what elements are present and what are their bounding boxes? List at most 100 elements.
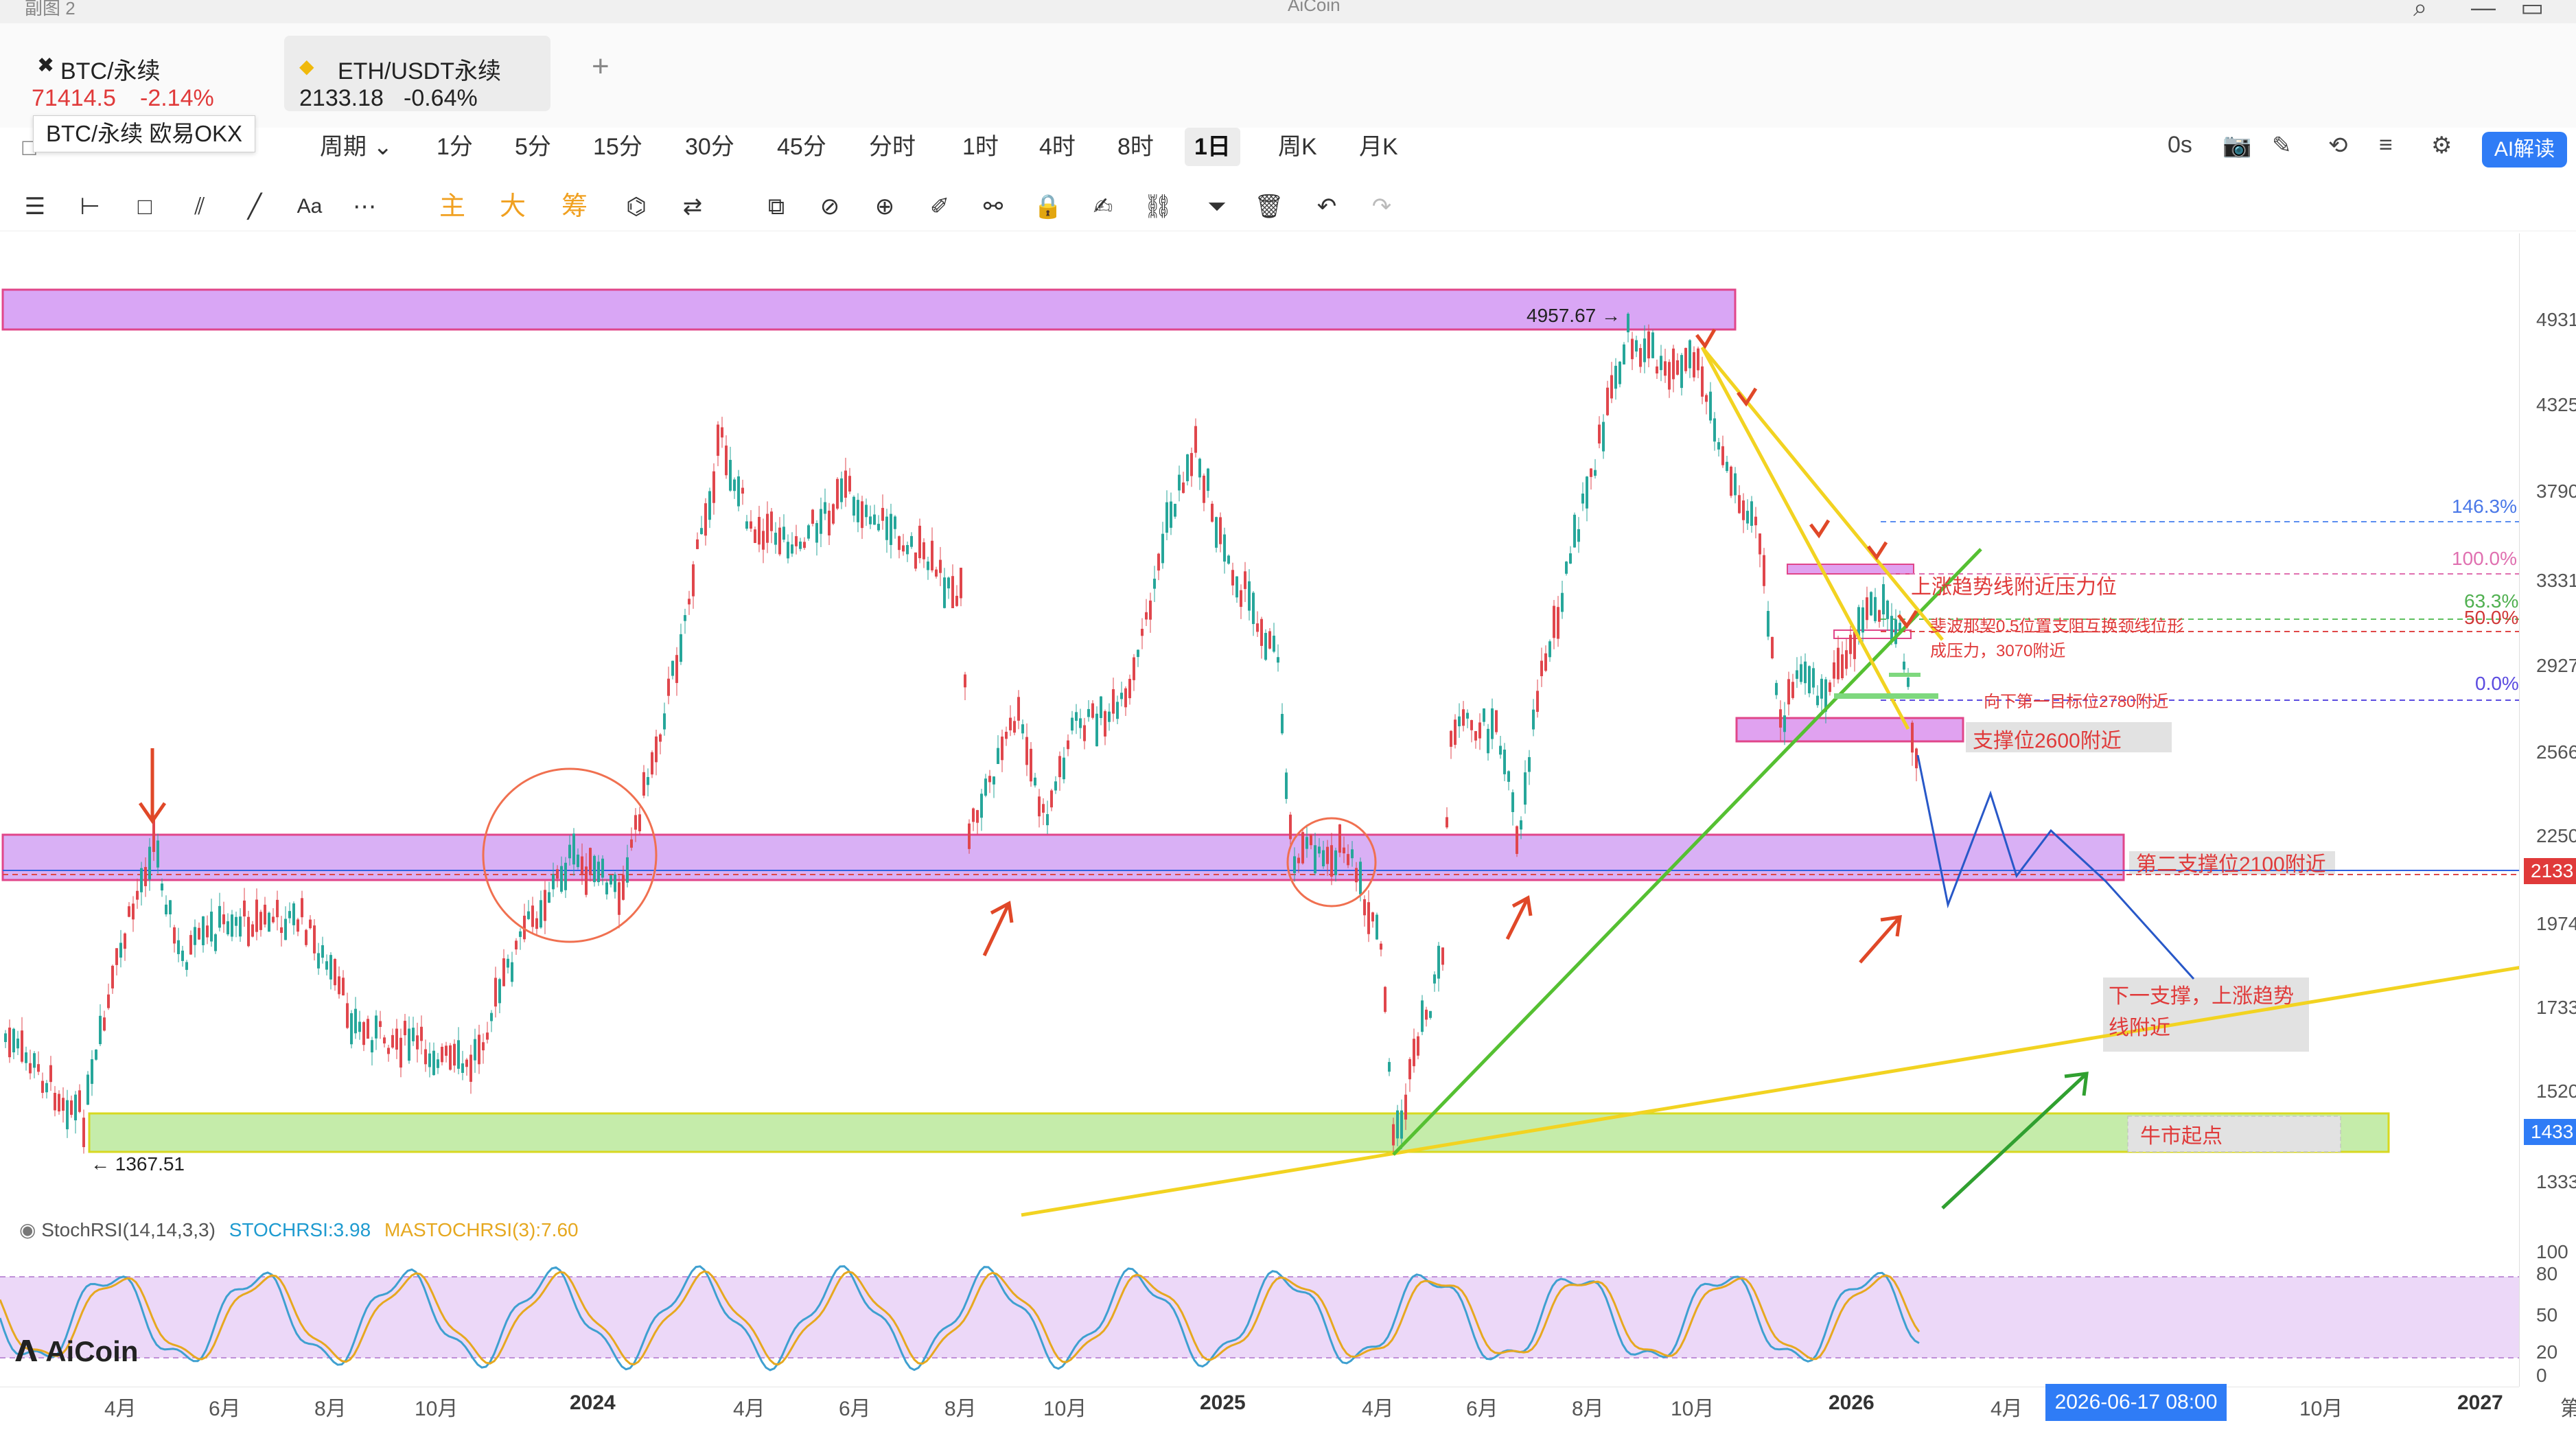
ruler-icon[interactable]: ⊘ — [820, 194, 840, 220]
zoom-icon[interactable]: ⊕ — [874, 194, 895, 220]
candle — [1264, 633, 1267, 660]
redo-icon[interactable]: ↷ — [1371, 194, 1392, 220]
x-tick: 10月 — [1043, 1398, 1087, 1420]
parallel-channel-icon[interactable]: ⫽ — [194, 194, 205, 220]
lock-icon[interactable]: 🔒 — [1033, 194, 1063, 220]
crosshair-price-badge: 1433 — [2524, 1119, 2576, 1145]
interval-45m[interactable]: 45分 — [777, 134, 826, 160]
candle — [1754, 516, 1757, 526]
rectangle-icon[interactable]: □ — [137, 194, 152, 220]
candlestick-chart[interactable] — [0, 233, 2519, 1270]
tab-eth-price: 2133.18 — [299, 85, 384, 111]
x-tick: 10月 — [2299, 1398, 2343, 1420]
uptrend-line-green — [1392, 548, 1982, 1156]
candle — [1573, 514, 1576, 548]
candle — [1532, 709, 1535, 730]
candle — [560, 866, 563, 892]
interval-1d[interactable]: 1日 — [1185, 128, 1240, 166]
tab-eth[interactable]: ◆ ETH/USDT永续 2133.18 -0.64% — [284, 36, 550, 111]
interval-timeshare[interactable]: 分时 — [869, 134, 916, 160]
mini-arrow-2 — [1737, 387, 1758, 407]
compare-icon[interactable]: ⇄ — [682, 194, 703, 220]
interval-30m[interactable]: 30分 — [685, 134, 734, 160]
candle — [301, 898, 303, 918]
candle — [1614, 365, 1617, 389]
candle — [140, 868, 143, 892]
menu-icon[interactable]: ☰ — [24, 194, 46, 220]
low-value: 1367.51 — [115, 1153, 185, 1175]
candle — [997, 748, 999, 764]
horizontal-line-icon[interactable]: ⊢ — [80, 194, 100, 220]
x-tick: 6月 — [839, 1398, 871, 1420]
interval-4h[interactable]: 4时 — [1039, 134, 1076, 160]
copy-icon[interactable]: ⧉ — [767, 194, 785, 220]
undo-icon[interactable]: ↶ — [1316, 194, 1337, 220]
ai-analysis-button[interactable]: AI解读 — [2482, 132, 2567, 167]
link-icon[interactable]: ⛓ — [1143, 194, 1173, 220]
candle — [1618, 361, 1621, 384]
trash-icon[interactable]: 🗑 — [1254, 194, 1284, 220]
candle — [313, 925, 316, 953]
indicator-icon[interactable]: ⌬ — [626, 194, 647, 220]
candle — [1314, 845, 1316, 874]
minimize-icon[interactable]: — — [2471, 0, 2496, 21]
candle — [1231, 570, 1234, 586]
interval-week[interactable]: 周K — [1278, 134, 1317, 160]
pen-icon[interactable]: ✎ — [2272, 132, 2292, 159]
candle — [1038, 796, 1041, 817]
label-box-bull-start — [2127, 1115, 2341, 1153]
tab-btc[interactable]: BTC/永续 ✖ 71414.5 -2.14% — [10, 36, 270, 111]
candle — [222, 914, 225, 925]
camera-icon[interactable]: 📷 — [2223, 132, 2252, 159]
candle — [1800, 664, 1802, 682]
candle — [1536, 691, 1539, 713]
settings-icon[interactable]: ⚙ — [2431, 132, 2452, 159]
large-order-button[interactable]: 大 — [499, 192, 526, 221]
eye-icon[interactable]: ◉ — [19, 1219, 36, 1240]
candle — [1841, 654, 1844, 678]
candle — [980, 794, 983, 818]
edit-icon[interactable]: ✍ — [1093, 194, 1113, 220]
candle — [1437, 945, 1440, 979]
candle — [1886, 600, 1889, 619]
search-icon[interactable]: ⌕ — [2413, 0, 2428, 21]
interval-5m[interactable]: 5分 — [515, 134, 551, 160]
x-tick: 8月 — [314, 1398, 347, 1420]
candle — [869, 516, 872, 524]
filter-icon[interactable]: ⏷ — [1207, 194, 1227, 220]
candle — [918, 525, 921, 559]
interval-1h[interactable]: 1时 — [962, 134, 999, 160]
layout-icon[interactable]: ⟲ — [2328, 132, 2348, 159]
interval-month[interactable]: 月K — [1359, 134, 1398, 160]
y-tick: 1520 — [2536, 1080, 2576, 1102]
candle — [268, 912, 270, 932]
text-tool-icon[interactable]: Aa — [297, 195, 323, 218]
candle — [218, 905, 221, 928]
add-tab-button[interactable]: + — [592, 49, 610, 83]
more-icon[interactable]: ⋯ — [353, 194, 376, 220]
magnet-icon[interactable]: ⚯ — [983, 194, 1003, 220]
candle — [1713, 418, 1716, 442]
maximize-icon[interactable]: ▭ — [2520, 0, 2544, 21]
candle — [647, 776, 649, 785]
candle — [1598, 424, 1601, 444]
stochrsi-panel[interactable] — [0, 1242, 2519, 1387]
x-tick-year: 2027 — [2457, 1391, 2503, 1414]
main-indicator-button[interactable]: 主 — [439, 192, 465, 221]
eraser-icon[interactable]: ✐ — [929, 194, 950, 220]
candle — [1726, 461, 1728, 472]
candle — [881, 507, 884, 521]
logo-text: AiCoin — [45, 1335, 139, 1367]
candle — [1853, 632, 1856, 660]
arrow-up-3 — [1859, 915, 1902, 964]
list-icon[interactable]: ≡ — [2379, 132, 2393, 158]
trend-line-icon[interactable]: ╱ — [247, 194, 262, 220]
interval-15m[interactable]: 15分 — [593, 134, 642, 160]
stoch-tick: 20 — [2536, 1341, 2558, 1363]
interval-1m[interactable]: 1分 — [437, 134, 473, 160]
period-dropdown[interactable]: 周期 ⌄ — [320, 134, 393, 160]
price-axis[interactable]: 4931 4325 3790 3331 2927 2566 2250 1974 … — [2519, 233, 2576, 1387]
chips-button[interactable]: 筹 — [561, 192, 588, 221]
stochrsi-legend: ◉ StochRSI(14,14,3,3) STOCHRSI:3.98 MAST… — [19, 1216, 579, 1244]
interval-8h[interactable]: 8时 — [1117, 134, 1154, 160]
